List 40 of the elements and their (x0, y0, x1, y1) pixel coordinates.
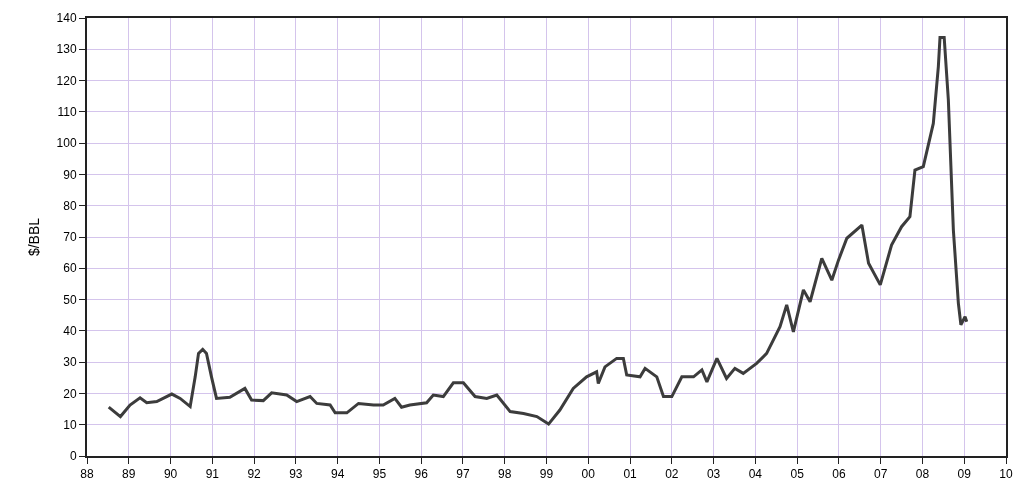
x-tick-label: 00 (581, 467, 596, 482)
y-tick-label: 10 (63, 417, 77, 432)
x-tick-label: 99 (539, 467, 554, 482)
x-tick-label: 91 (205, 467, 220, 482)
x-tick-label: 05 (790, 467, 805, 482)
x-tick-label: 98 (498, 467, 512, 482)
y-tick-label: 90 (63, 167, 77, 182)
y-tick-label: 30 (63, 355, 77, 370)
x-tick-label: 07 (874, 467, 888, 482)
x-tick-label: 02 (665, 467, 679, 482)
x-tick-label: 03 (706, 467, 721, 482)
x-tick-label: 90 (163, 467, 178, 482)
y-tick-label: 70 (63, 230, 77, 245)
y-tick-label: 100 (56, 136, 77, 151)
x-tick-label: 88 (80, 467, 94, 482)
y-axis-title: $/BBL (25, 217, 42, 257)
y-tick-label: 40 (63, 324, 77, 339)
y-tick-label: 140 (56, 11, 77, 26)
y-tick-label: 0 (69, 449, 77, 464)
y-tick-label: 50 (63, 292, 77, 307)
x-tick-label: 09 (957, 467, 972, 482)
y-tick-label: 130 (56, 42, 77, 57)
x-tick-label: 95 (372, 467, 387, 482)
line-series (107, 35, 969, 426)
x-tick-label: 06 (832, 467, 846, 482)
x-tick-label: 96 (414, 467, 429, 482)
y-tick-label: 60 (63, 261, 77, 276)
y-tick-label: 120 (56, 73, 77, 88)
x-tick-label: 97 (456, 467, 470, 482)
x-tick-label: 94 (330, 467, 345, 482)
x-tick-label: 08 (915, 467, 930, 482)
x-tick-label: 01 (623, 467, 638, 482)
x-tick-label: 89 (122, 467, 136, 482)
y-tick-label: 20 (63, 386, 77, 401)
x-tick-label: 10 (999, 467, 1013, 482)
y-tick-label: 80 (63, 198, 77, 213)
x-tick-label: 92 (247, 467, 262, 482)
x-tick-label: 93 (289, 467, 303, 482)
y-tick-label: 110 (57, 105, 77, 120)
x-tick-label: 04 (748, 467, 763, 482)
